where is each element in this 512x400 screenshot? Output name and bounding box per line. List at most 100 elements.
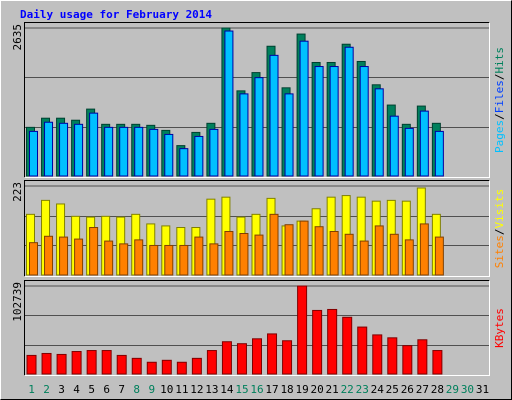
bar: [176, 361, 187, 375]
x-tick-label: 26: [401, 383, 414, 396]
x-tick-label: 4: [73, 383, 80, 396]
x-tick-label: 24: [371, 383, 385, 396]
bar: [434, 130, 444, 177]
bar: [149, 128, 159, 177]
bar: [74, 123, 84, 177]
chart-title: Daily usage for February 2014: [20, 8, 212, 21]
x-tick-label: 7: [118, 383, 125, 396]
bar: [284, 93, 294, 177]
bar: [329, 66, 339, 177]
bar: [357, 326, 368, 375]
bar: [59, 122, 69, 177]
bar: [254, 77, 264, 177]
bar: [209, 243, 219, 276]
x-tick-label: 12: [190, 383, 203, 396]
bar: [119, 243, 129, 276]
bar: [359, 66, 369, 177]
bar: [164, 244, 174, 276]
bar: [387, 337, 398, 375]
bar: [146, 361, 157, 375]
legend-separator: /: [493, 229, 506, 236]
bar: [29, 242, 38, 276]
bar: [372, 334, 383, 375]
bar: [389, 115, 399, 177]
panel-bevel: [24, 280, 490, 376]
bar: [254, 234, 264, 276]
bar: [402, 345, 413, 375]
x-tick-label: 21: [326, 383, 339, 396]
legend: Pages/Files/Hits: [493, 47, 506, 153]
bar: [44, 235, 54, 276]
x-tick-label: 5: [88, 383, 95, 396]
panel-bevel: [24, 22, 490, 178]
bar: [314, 66, 324, 177]
bar: [116, 354, 127, 375]
x-tick-label: 9: [148, 383, 155, 396]
legend-separator: /: [493, 74, 506, 81]
x-tick-label: 3: [58, 383, 65, 396]
x-tick-label: 13: [205, 383, 218, 396]
y-tick-label: 223: [11, 182, 24, 202]
y-tick-label: 2635: [11, 24, 24, 51]
bar: [299, 40, 309, 177]
bar: [209, 128, 219, 177]
bar: [179, 244, 189, 276]
bar: [297, 285, 308, 375]
bar: [329, 230, 339, 276]
bar: [236, 343, 247, 375]
bar: [149, 244, 159, 276]
bar: [221, 341, 232, 375]
x-tick-label: 18: [280, 383, 293, 396]
x-tick-label: 11: [175, 383, 188, 396]
bar: [374, 225, 384, 276]
bar: [89, 227, 99, 276]
bar: [419, 223, 429, 276]
bar: [327, 308, 338, 375]
bar: [206, 350, 217, 375]
x-tick-label: 29: [446, 383, 459, 396]
bar: [194, 236, 204, 276]
bar: [404, 127, 414, 177]
bar: [86, 350, 97, 375]
legend-label: KBytes: [493, 308, 506, 348]
bar: [164, 133, 174, 177]
bar: [389, 233, 399, 276]
x-tick-label: 1: [28, 383, 35, 396]
bar: [404, 239, 414, 276]
bar: [239, 232, 249, 276]
bar: [119, 126, 129, 177]
bar: [41, 352, 52, 375]
bar: [191, 357, 202, 375]
x-tick-label: 25: [386, 383, 399, 396]
bar: [134, 126, 144, 177]
bar: [269, 54, 279, 177]
bar: [104, 240, 114, 276]
x-tick-label: 17: [265, 383, 278, 396]
legend-label: Sites: [493, 235, 506, 268]
x-tick-label: 6: [103, 383, 110, 396]
bar: [267, 333, 278, 375]
legend-label: Files: [493, 80, 506, 113]
bar: [284, 224, 294, 276]
y-tick-label: 102739: [11, 282, 24, 322]
bar: [269, 213, 279, 276]
bar: [432, 350, 443, 375]
legend-label: Hits: [493, 47, 506, 74]
panel-bevel: [24, 280, 490, 376]
bar: [224, 230, 234, 276]
legend: KBytes: [493, 308, 506, 348]
legend-separator: /: [493, 113, 506, 120]
x-tick-label: 31: [476, 383, 489, 396]
bar: [194, 135, 204, 177]
bar: [101, 350, 112, 375]
x-tick-label: 15: [235, 383, 248, 396]
x-tick-label: 16: [250, 383, 263, 396]
bar: [134, 239, 144, 276]
bar: [224, 30, 234, 177]
bar: [312, 309, 323, 375]
bar: [71, 351, 82, 375]
bar: [179, 148, 189, 177]
bar: [44, 121, 54, 177]
